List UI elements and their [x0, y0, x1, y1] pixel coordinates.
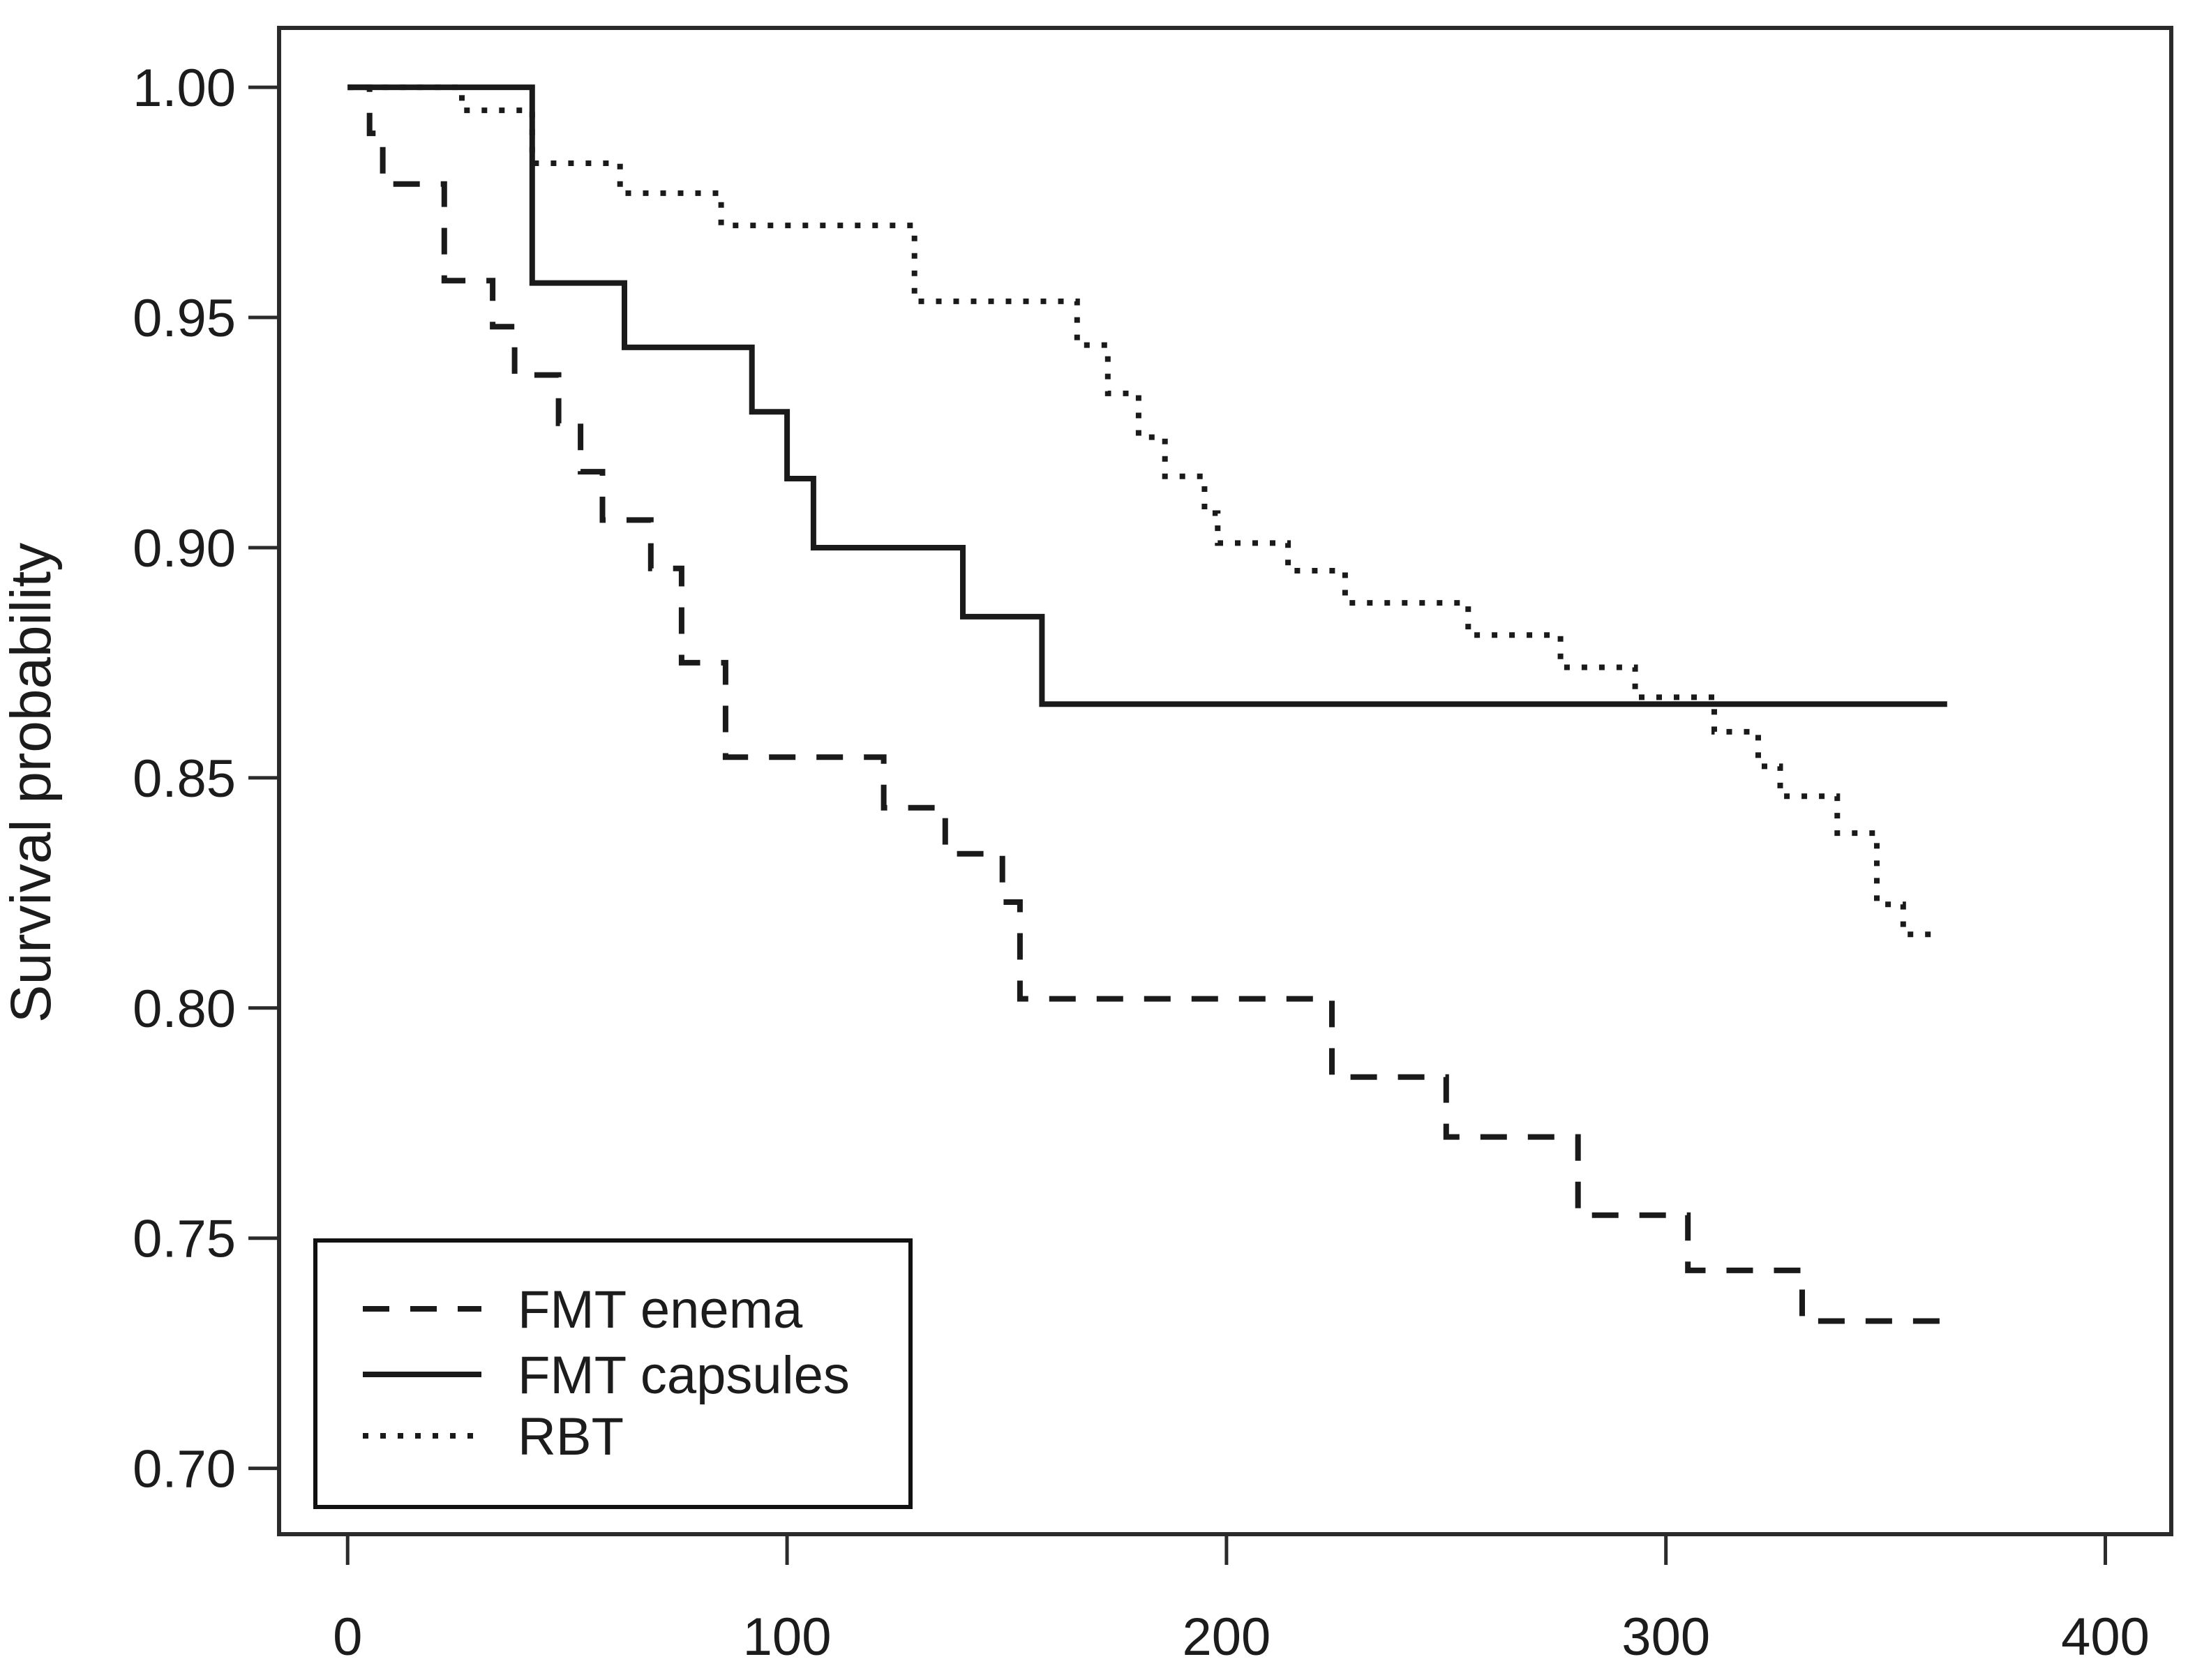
legend-item-rbt: RBT	[363, 1407, 624, 1467]
legend: FMT enema FMT capsules RBT	[313, 1238, 913, 1509]
x-axis-tick-label: 100	[743, 1607, 832, 1667]
series-rbt	[347, 84, 1939, 938]
y-axis-tick-label: 0.75	[133, 1210, 236, 1269]
y-axis-tick-label: 0.70	[133, 1440, 236, 1499]
series-fmt-capsules	[347, 84, 1947, 707]
legend-label-fmt-capsules: FMT capsules	[518, 1346, 850, 1405]
legend-label-fmt-enema: FMT enema	[518, 1280, 803, 1340]
x-axis-tick-label: 200	[1182, 1607, 1271, 1667]
y-axis-tick-label: 1.00	[133, 59, 236, 118]
y-axis-tick-label: 0.80	[133, 980, 236, 1039]
x-axis-tick-label: 0	[333, 1607, 362, 1667]
y-axis-tick-label: 0.95	[133, 289, 236, 348]
y-axis-title: Survival probability	[0, 543, 63, 1023]
legend-item-fmt-enema: FMT enema	[363, 1280, 803, 1340]
plot-area: 0 100 200 300 400 1.00 0.95 0.90 0.85 0.80 0.75 0.7…	[133, 26, 2173, 1667]
legend-label-rbt: RBT	[518, 1407, 624, 1467]
y-axis-tick-label: 0.85	[133, 749, 236, 809]
x-axis-tick-label: 400	[2061, 1607, 2150, 1667]
x-axis-tick-label: 300	[1621, 1607, 1710, 1667]
legend-item-fmt-capsules: FMT capsules	[363, 1346, 850, 1405]
y-axis-tick-label: 0.90	[133, 519, 236, 578]
